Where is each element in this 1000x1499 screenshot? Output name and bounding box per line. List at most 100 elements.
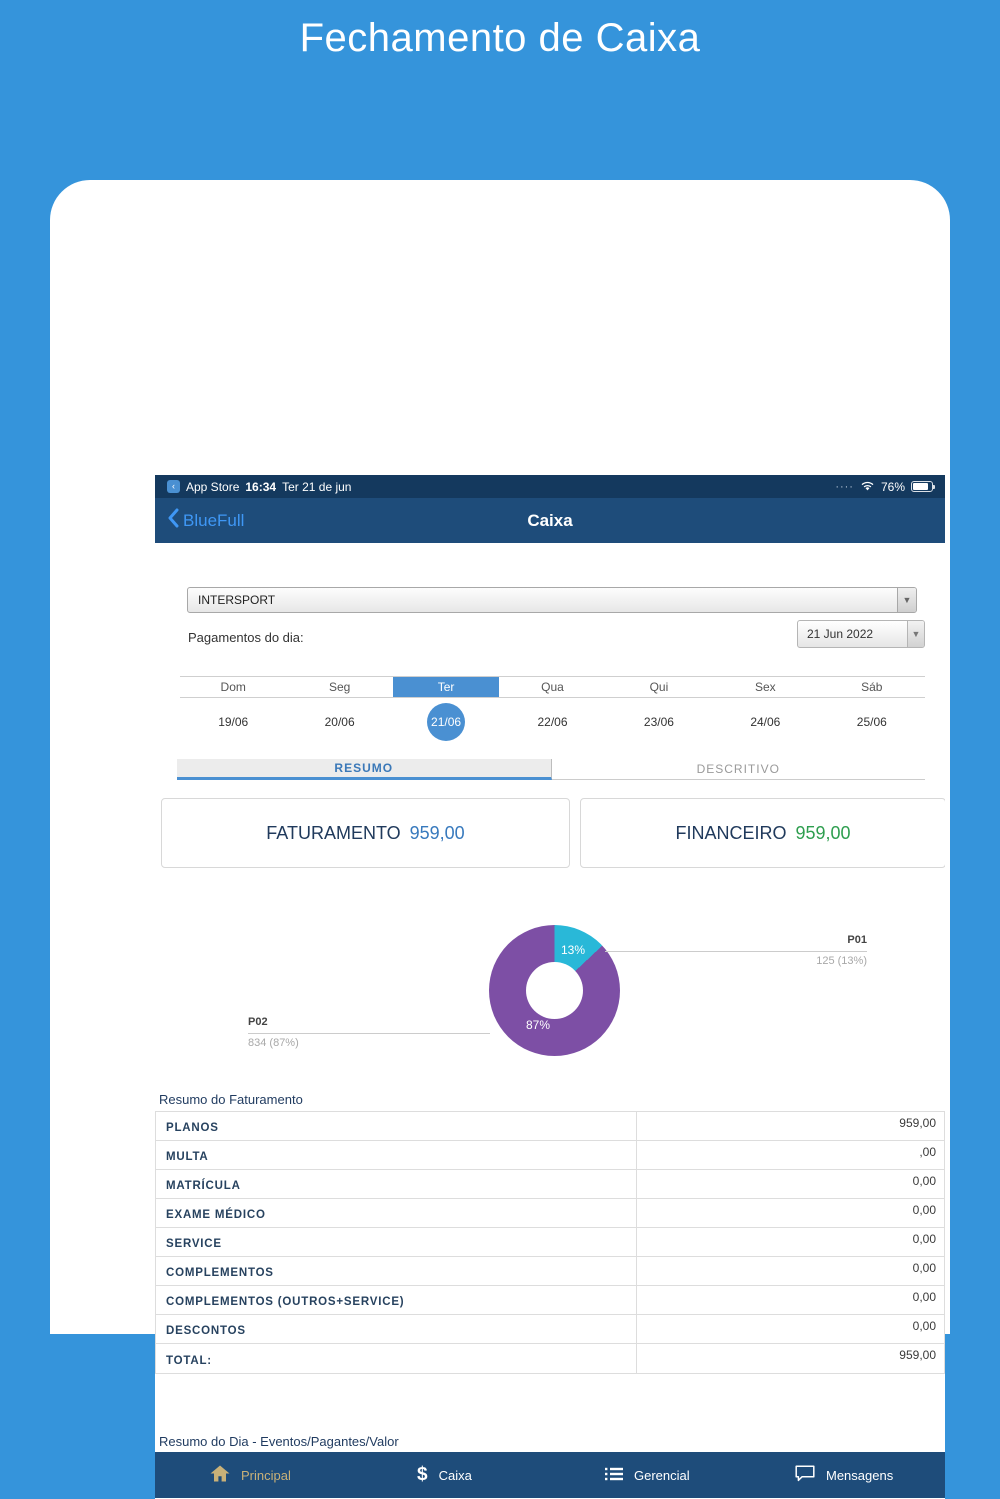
status-bar: ‹ App Store 16:34 Ter 21 de jun ···· 76% bbox=[155, 475, 945, 498]
battery-percent: 76% bbox=[880, 479, 905, 494]
slice-annotation-p02: 834 (87%) bbox=[248, 1037, 299, 1049]
row-value: 0,00 bbox=[912, 1290, 936, 1304]
tab-strip: RESUMO DESCRITIVO bbox=[177, 759, 925, 780]
date-row: 19/06 20/06 21/06 22/06 23/06 24/06 25/0… bbox=[180, 701, 925, 743]
tab-caixa[interactable]: $ Caixa bbox=[417, 1452, 472, 1498]
weekday-qua[interactable]: Qua bbox=[541, 680, 564, 694]
chevron-left-icon bbox=[167, 508, 179, 533]
store-select[interactable]: INTERSPORT ▼ bbox=[187, 587, 917, 613]
tab-descritivo[interactable]: DESCRITIVO bbox=[551, 759, 925, 780]
row-value: 0,00 bbox=[912, 1232, 936, 1246]
table-row: SERVICE 0,00 bbox=[156, 1228, 944, 1257]
table-row-total: TOTAL: 959,00 bbox=[156, 1344, 944, 1373]
table-row: EXAME MÉDICO 0,00 bbox=[156, 1199, 944, 1228]
table-row: MULTA ,00 bbox=[156, 1141, 944, 1170]
weekday-sex[interactable]: Sex bbox=[755, 680, 776, 694]
faturamento-card: FATURAMENTO 959,00 bbox=[161, 798, 570, 868]
date-23-06[interactable]: 23/06 bbox=[643, 715, 674, 729]
dollar-icon: $ bbox=[417, 1464, 428, 1485]
slice-label-p01: P01 bbox=[847, 934, 867, 946]
back-label: BlueFull bbox=[183, 510, 245, 530]
status-bar-right: ···· 76% bbox=[835, 479, 935, 494]
weekday-seg[interactable]: Seg bbox=[328, 680, 351, 694]
list-icon bbox=[605, 1467, 623, 1484]
billing-table: PLANOS 959,00 MULTA ,00 MATRÍCULA 0,00 E… bbox=[155, 1111, 945, 1374]
row-value: 0,00 bbox=[912, 1174, 936, 1188]
tab-caixa-label: Caixa bbox=[438, 1467, 472, 1483]
row-label: MATRÍCULA bbox=[156, 1170, 637, 1198]
weekday-sab[interactable]: Sáb bbox=[861, 680, 883, 694]
financeiro-value: 959,00 bbox=[795, 822, 851, 843]
weekday-dom[interactable]: Dom bbox=[220, 680, 246, 694]
weekday-ter-selected[interactable]: Ter bbox=[392, 677, 500, 697]
leader-line-p01 bbox=[605, 951, 867, 952]
selected-date-bubble: 21/06 bbox=[427, 703, 466, 741]
financeiro-label: FINANCEIRO bbox=[675, 822, 787, 843]
tab-mensagens-label: Mensagens bbox=[826, 1467, 894, 1483]
slice-annotation-p01: 125 (13%) bbox=[816, 955, 867, 967]
tab-mensagens[interactable]: Mensagens bbox=[795, 1452, 893, 1498]
payments-of-day-label: Pagamentos do dia: bbox=[188, 630, 304, 645]
row-label: MULTA bbox=[156, 1141, 637, 1169]
table-row: MATRÍCULA 0,00 bbox=[156, 1170, 944, 1199]
status-bar-left: ‹ App Store 16:34 Ter 21 de jun bbox=[167, 480, 351, 494]
row-label: DESCONTOS bbox=[156, 1315, 637, 1343]
tab-gerencial[interactable]: Gerencial bbox=[605, 1452, 690, 1498]
weekday-qui[interactable]: Qui bbox=[649, 680, 669, 694]
status-date: Ter 21 de jun bbox=[282, 479, 352, 494]
row-value: 959,00 bbox=[899, 1348, 936, 1362]
tab-resumo[interactable]: RESUMO bbox=[177, 759, 552, 780]
row-label: PLANOS bbox=[156, 1112, 637, 1140]
row-label: COMPLEMENTOS (OUTROS+SERVICE) bbox=[156, 1286, 637, 1314]
page-title: Fechamento de Caixa bbox=[299, 16, 701, 60]
slice-label-p02: P02 bbox=[248, 1016, 268, 1028]
tab-principal[interactable]: Principal bbox=[210, 1452, 291, 1498]
back-button[interactable]: BlueFull bbox=[167, 498, 244, 543]
date-picker-value: 21 Jun 2022 bbox=[807, 627, 874, 641]
row-value: 959,00 bbox=[899, 1116, 936, 1130]
date-19-06[interactable]: 19/06 bbox=[218, 715, 249, 729]
nav-title: Caixa bbox=[527, 511, 573, 530]
row-value: 0,00 bbox=[912, 1203, 936, 1217]
chevron-down-icon[interactable]: ▼ bbox=[907, 621, 924, 647]
cellular-signal-icon: ···· bbox=[835, 480, 854, 493]
device-card: ‹ App Store 16:34 Ter 21 de jun ···· 76% bbox=[50, 180, 950, 1499]
row-label: EXAME MÉDICO bbox=[156, 1199, 637, 1227]
day-summary-label: Resumo do Dia - Eventos/Pagantes/Valor bbox=[159, 1434, 399, 1449]
home-icon bbox=[210, 1465, 230, 1485]
status-app-name[interactable]: App Store bbox=[186, 479, 240, 494]
table-row: PLANOS 959,00 bbox=[156, 1112, 944, 1141]
table-row: COMPLEMENTOS (OUTROS+SERVICE) 0,00 bbox=[156, 1286, 944, 1315]
row-value: ,00 bbox=[919, 1145, 936, 1159]
billing-table-title: Resumo do Faturamento bbox=[159, 1092, 303, 1107]
table-row: DESCONTOS 0,00 bbox=[156, 1315, 944, 1344]
faturamento-label: FATURAMENTO bbox=[266, 822, 401, 843]
slice-percent-p02: 87% bbox=[525, 1018, 551, 1032]
bottom-tab-bar: Principal $ Caixa Gerencial bbox=[155, 1452, 945, 1498]
back-to-app-icon[interactable]: ‹ bbox=[167, 480, 180, 493]
store-select-value: INTERSPORT bbox=[198, 593, 276, 607]
date-22-06[interactable]: 22/06 bbox=[537, 715, 568, 729]
slice-percent-p01: 13% bbox=[560, 943, 586, 957]
row-value: 0,00 bbox=[912, 1319, 936, 1333]
donut-chart bbox=[489, 925, 620, 1056]
date-24-06[interactable]: 24/06 bbox=[750, 715, 781, 729]
financeiro-card: FINANCEIRO 959,00 bbox=[580, 798, 945, 868]
nav-bar: Caixa BlueFull bbox=[155, 498, 945, 543]
row-label: TOTAL: bbox=[156, 1344, 637, 1373]
app-screenshot: ‹ App Store 16:34 Ter 21 de jun ···· 76% bbox=[155, 475, 945, 1499]
row-value: 0,00 bbox=[912, 1261, 936, 1275]
date-25-06[interactable]: 25/06 bbox=[856, 715, 887, 729]
messages-icon bbox=[795, 1465, 815, 1485]
battery-icon bbox=[911, 481, 935, 492]
date-20-06[interactable]: 20/06 bbox=[324, 715, 355, 729]
leader-line-p02 bbox=[248, 1033, 490, 1034]
faturamento-value: 959,00 bbox=[409, 822, 465, 843]
row-label: COMPLEMENTOS bbox=[156, 1257, 637, 1285]
tab-gerencial-label: Gerencial bbox=[634, 1467, 690, 1483]
date-21-06-selected[interactable]: 21/06 bbox=[393, 701, 499, 743]
chevron-down-icon[interactable]: ▼ bbox=[897, 588, 916, 612]
wifi-icon bbox=[860, 480, 875, 494]
date-picker[interactable]: 21 Jun 2022 ▼ bbox=[797, 620, 925, 648]
status-time: 16:34 bbox=[245, 479, 277, 494]
